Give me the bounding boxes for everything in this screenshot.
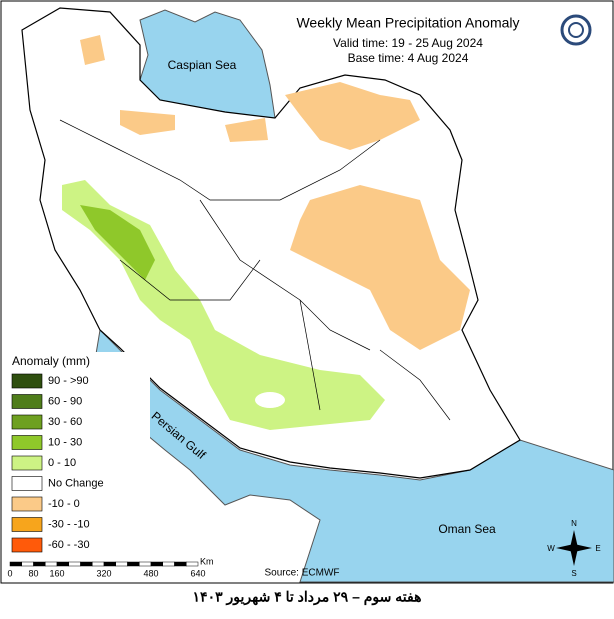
- scale-label: 320: [96, 568, 111, 578]
- legend-label: 30 - 60: [48, 416, 82, 428]
- scale-segment: [80, 561, 93, 567]
- legend-swatch: [11, 435, 43, 450]
- legend: Anomaly (mm) 90 - >90 60 - 90 30 - 60 10 - …: [6, 352, 150, 557]
- scale-label: 0: [7, 568, 12, 578]
- sea-label: Caspian Sea: [168, 58, 237, 72]
- scale-segment: [139, 561, 152, 567]
- legend-label: -60 - -30: [48, 539, 90, 551]
- legend-swatch: [11, 496, 43, 512]
- patch-10-30: [80, 205, 155, 280]
- scale-segment: [162, 561, 175, 567]
- scale-segment: [56, 561, 69, 567]
- scale-label: 640: [190, 568, 205, 578]
- legend-swatch: [11, 373, 43, 389]
- legend-label: -10 - 0: [48, 498, 80, 510]
- scale-label: 80: [28, 568, 38, 578]
- scale-segment: [92, 561, 105, 567]
- legend-label: 10 - 30: [48, 436, 82, 448]
- scale-segment: [174, 561, 187, 567]
- scale-segment: [127, 561, 140, 567]
- legend-swatch: [11, 537, 43, 553]
- source: Source: ECMWF: [264, 568, 339, 579]
- legend-swatch: [11, 394, 43, 409]
- legend-swatch: [11, 414, 43, 430]
- legend-swatch: [11, 476, 43, 491]
- base-time: Base time: 4 Aug 2024: [348, 51, 469, 65]
- legend-swatch: [11, 517, 43, 532]
- patch-minus-10-0: [80, 35, 470, 350]
- scale-bar: 0 80 160 320 480 640 Km: [7, 556, 213, 578]
- compass-e: E: [595, 544, 600, 553]
- compass: N E S W: [547, 519, 600, 578]
- scale-segment: [33, 561, 46, 567]
- sea-label: Oman Sea: [438, 522, 496, 536]
- anomaly-patches: [62, 35, 470, 430]
- patch-no-change: [255, 392, 285, 408]
- gulf-seas: [94, 328, 614, 583]
- logo: [560, 14, 592, 46]
- scale-segment: [68, 561, 81, 567]
- legend-label: 0 - 10: [48, 457, 76, 469]
- scale-segment: [186, 561, 199, 567]
- legend-label: 60 - 90: [48, 395, 82, 407]
- scale-segment: [45, 561, 58, 567]
- map-title: Weekly Mean Precipitation Anomaly: [296, 15, 519, 31]
- scale-segment: [21, 561, 34, 567]
- scale-segment: [150, 561, 163, 567]
- legend-label: 90 - >90: [48, 375, 89, 387]
- scale-segment: [9, 561, 22, 567]
- caption: هفته سوم – ۲۹ مرداد تا ۴ شهریور ۱۴۰۳: [193, 589, 422, 606]
- legend-label: No Change: [48, 477, 104, 489]
- scale-segment: [115, 561, 128, 567]
- scale-unit: Km: [200, 556, 214, 566]
- compass-w: W: [547, 544, 555, 553]
- legend-swatch: [11, 455, 43, 471]
- legend-title: Anomaly (mm): [12, 354, 90, 368]
- scale-segment: [103, 561, 116, 567]
- province-borders: [59, 119, 451, 421]
- valid-time: Valid time: 19 - 25 Aug 2024: [333, 36, 483, 50]
- scale-label: 160: [49, 568, 64, 578]
- legend-label: -30 - -10: [48, 518, 90, 530]
- compass-s: S: [571, 569, 576, 578]
- compass-n: N: [571, 519, 577, 528]
- scale-label: 480: [143, 568, 158, 578]
